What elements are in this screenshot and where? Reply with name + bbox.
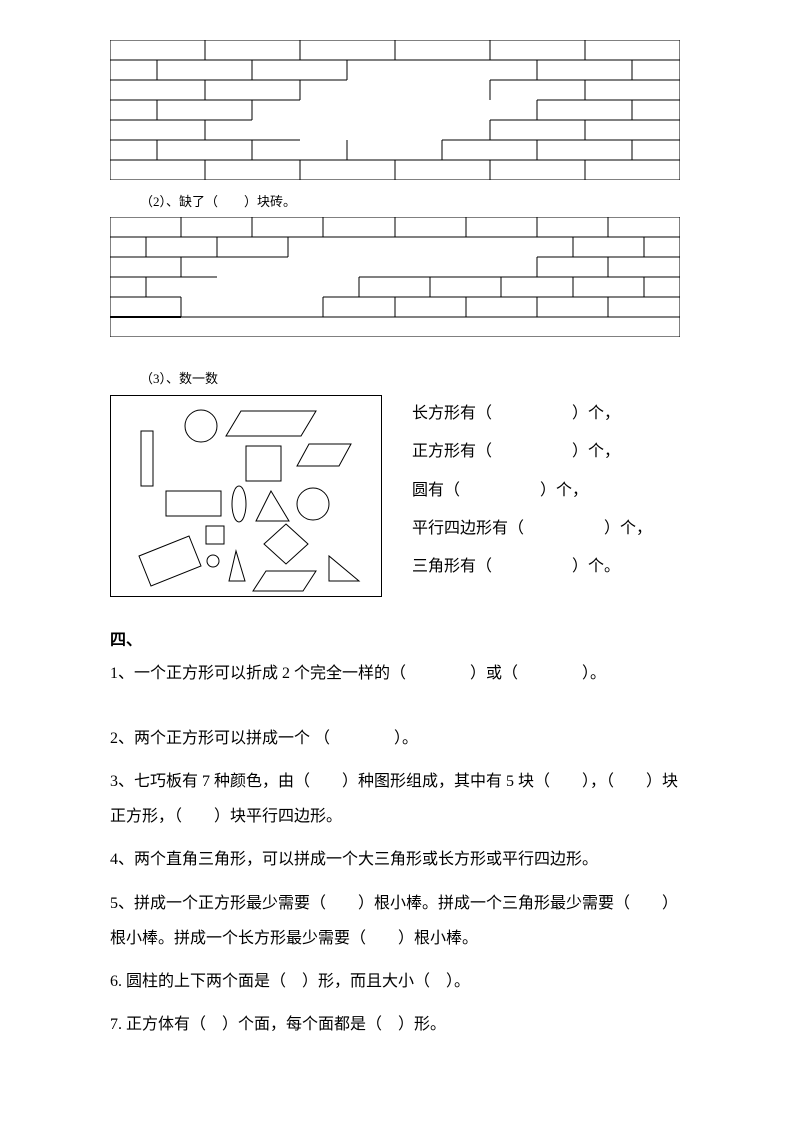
brick-wall-1	[110, 40, 690, 180]
shape-suffix-rect: ）个，	[572, 405, 620, 422]
shape-row-triangle: 三角形有（ ）个。	[412, 548, 652, 586]
shape-label-square: 正方形有（	[412, 443, 492, 460]
shapes-section: 长方形有（ ）个， 正方形有（ ）个， 圆有（ ）个， 平行四边形有（ ）个， 三角形有…	[110, 395, 690, 597]
question-4: 4、两个直角三角形，可以拼成一个大三角形或长方形或平行四边形。	[110, 842, 690, 877]
question-3-caption: （3）、数一数	[140, 367, 690, 390]
shape-label-parallelogram: 平行四边形有（	[412, 520, 524, 537]
question-5: 5、拼成一个正方形最少需要（ ）根小棒。拼成一个三角形最少需要（ ）根小棒。拼成…	[110, 886, 690, 956]
question-6: 6. 圆柱的上下两个面是（ ）形，而且大小（ ）。	[110, 964, 690, 999]
shapes-svg	[111, 396, 381, 596]
question-2-caption: （2）、缺了（ ）块砖。	[140, 190, 690, 213]
question-list: 1、一个正方形可以折成 2 个完全一样的（ ）或（ ）。 2、两个正方形可以拼成…	[110, 656, 690, 1043]
shape-row-circle: 圆有（ ）个，	[412, 472, 652, 510]
shape-row-parallelogram: 平行四边形有（ ）个，	[412, 510, 652, 548]
shape-label-triangle: 三角形有（	[412, 558, 492, 575]
question-3: 3、七巧板有 7 种颜色，由（ ）种图形组成，其中有 5 块（ ），（ ）块正方…	[110, 764, 690, 834]
shape-suffix-square: ）个，	[572, 443, 620, 460]
section-4-title: 四、	[110, 627, 690, 656]
shape-suffix-circle: ）个，	[540, 482, 588, 499]
brick-wall-2	[110, 217, 690, 337]
shape-suffix-triangle: ）个。	[572, 558, 620, 575]
brick-wall-1-svg	[110, 40, 680, 180]
question-2: 2、两个正方形可以拼成一个 （ ）。	[110, 721, 690, 756]
shape-row-rect: 长方形有（ ）个，	[412, 395, 652, 433]
shape-label-circle: 圆有（	[412, 482, 460, 499]
brick-wall-2-svg	[110, 217, 680, 337]
question-7: 7. 正方体有（ ）个面，每个面都是（ ）形。	[110, 1007, 690, 1042]
shapes-container	[110, 395, 382, 597]
question-1: 1、一个正方形可以折成 2 个完全一样的（ ）或（ ）。	[110, 656, 690, 691]
shape-suffix-parallelogram: ）个，	[604, 520, 652, 537]
shape-row-square: 正方形有（ ）个，	[412, 433, 652, 471]
shape-count-list: 长方形有（ ）个， 正方形有（ ）个， 圆有（ ）个， 平行四边形有（ ）个， 三角形有…	[412, 395, 652, 597]
shape-label-rect: 长方形有（	[412, 405, 492, 422]
